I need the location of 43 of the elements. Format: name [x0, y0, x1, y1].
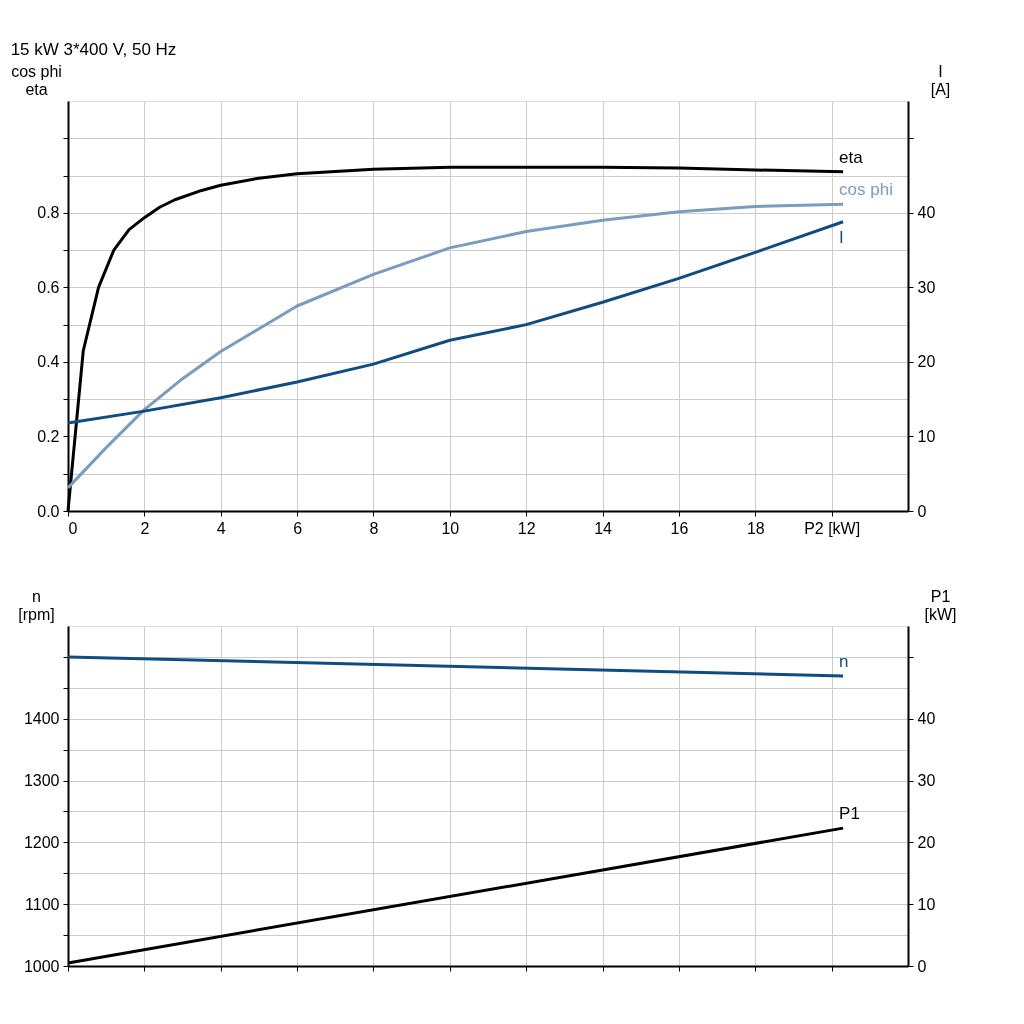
line-series [66, 220, 845, 425]
x-tick-label: 18 [746, 519, 765, 537]
x-tick-label: 14 [594, 519, 613, 537]
series-label: n [839, 652, 849, 672]
x-tick-label: 0 [68, 519, 78, 537]
series-label: eta [839, 147, 864, 167]
x-tick-label: 8 [369, 519, 379, 537]
series-label: P1 [839, 804, 860, 824]
y2-tick-label: 10 [917, 895, 936, 913]
y-tick-label: 1200 [23, 833, 60, 851]
y2-tick-label: 20 [917, 833, 936, 851]
series-label: I [839, 227, 844, 247]
y-tick-label: 1000 [23, 957, 60, 975]
y2-tick-label: 20 [917, 353, 936, 371]
y2-tick-label: 30 [917, 772, 936, 790]
y-tick-label: 0.6 [37, 278, 60, 296]
y2-tick-label: 30 [917, 278, 936, 296]
y2-tick-label: 10 [917, 427, 936, 445]
y-tick-label: 0.4 [37, 353, 60, 371]
x-tick-label: P2 [kW] [804, 519, 861, 537]
series-label: cos phi [839, 180, 893, 200]
y-axis-title: cos phi eta [11, 62, 62, 98]
y2-tick-label: 0 [917, 957, 927, 975]
y-tick-label: 1100 [25, 895, 60, 913]
y2-tick-label: 0 [917, 502, 927, 520]
y-tick-label: 1400 [23, 710, 60, 728]
y-tick-label: 0.8 [37, 204, 60, 222]
y-tick-label: 0.0 [37, 502, 60, 520]
y2-axis-title: P1 [kW] [924, 587, 957, 623]
x-tick-label: 10 [441, 519, 460, 537]
line-series [66, 202, 845, 490]
x-tick-label: 2 [140, 519, 150, 537]
y2-tick-label: 40 [917, 204, 936, 222]
x-tick-label: 12 [517, 519, 536, 537]
y2-tick-label: 40 [917, 710, 936, 728]
y2-axis-title: I [A] [930, 62, 951, 98]
x-tick-label: 16 [670, 519, 689, 537]
y-axis-title: n [rpm] [18, 587, 55, 623]
x-tick-label: 4 [216, 519, 226, 537]
x-tick-label: 6 [293, 519, 303, 537]
y-tick-label: 1300 [23, 772, 60, 790]
y-tick-label: 0.2 [37, 427, 60, 445]
chart-title: 15 kW 3*400 V, 50 Hz [10, 40, 177, 59]
